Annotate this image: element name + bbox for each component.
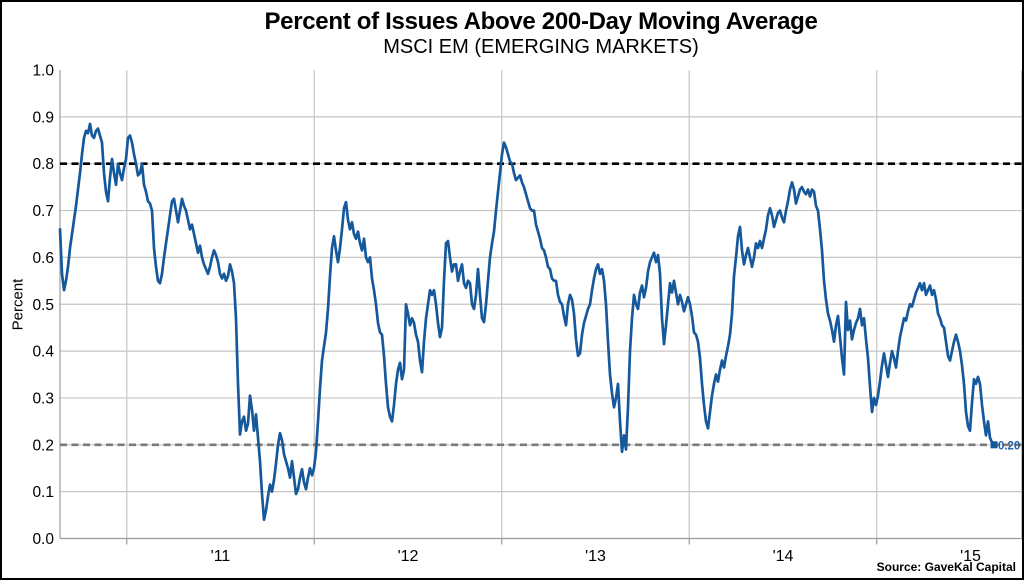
chart-title: Percent of Issues Above 200-Day Moving A… xyxy=(264,8,818,35)
x-tick-label: '12 xyxy=(398,548,419,565)
y-tick-label: 0.9 xyxy=(32,109,54,126)
x-tick-label: '14 xyxy=(773,548,794,565)
y-tick-label: 0.0 xyxy=(32,531,54,548)
source-credit: Source: GaveKal Capital xyxy=(876,560,1016,574)
series-line xyxy=(58,122,996,522)
y-axis-title: Percent xyxy=(9,278,27,331)
y-tick-label: 1.0 xyxy=(32,63,54,80)
y-tick-label: 0.2 xyxy=(32,437,54,454)
y-tick-label: 0.1 xyxy=(32,484,54,501)
y-tick-label: 0.6 xyxy=(32,250,54,267)
x-tick-label: '13 xyxy=(585,548,606,565)
y-tick-label: 0.4 xyxy=(32,344,54,361)
y-tick-label: 0.3 xyxy=(32,390,54,407)
y-tick-label: 0.8 xyxy=(32,156,54,173)
end-value-label: 0.20 xyxy=(998,440,1020,452)
y-tick-label: 0.5 xyxy=(32,297,54,314)
y-tick-label: 0.7 xyxy=(32,203,54,220)
chart-subtitle: MSCI EM (EMERGING MARKETS) xyxy=(383,36,699,58)
series-end-marker xyxy=(990,441,998,449)
x-tick-label: '11 xyxy=(211,548,231,565)
x-tick-label: '15 xyxy=(960,548,981,565)
